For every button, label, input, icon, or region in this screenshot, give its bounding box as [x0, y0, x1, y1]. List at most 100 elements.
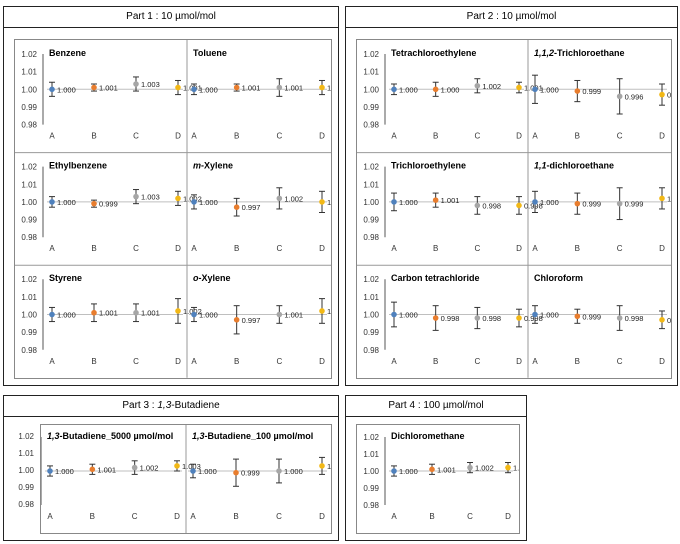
panel-title: 1,3-Butadiene_5000 µmol/mol	[47, 431, 173, 441]
category-label: D	[516, 357, 522, 366]
data-label: 0.999	[99, 200, 118, 209]
chart-panel: Toluene 1.000 A 1.001 B 1.001 C 1.001 D	[186, 40, 346, 153]
category-label: D	[319, 357, 325, 366]
data-point	[276, 311, 283, 318]
category-label: D	[659, 132, 665, 141]
category-label: D	[174, 512, 180, 521]
data-label: 1.002	[667, 194, 671, 203]
data-point	[319, 308, 325, 314]
panel-title-italic: o	[193, 273, 199, 283]
y-tick-label: 1.02	[18, 432, 34, 441]
part-3-y-axis: 1.02 1.01 1.00 0.99 0.98	[18, 432, 34, 509]
data-label: 1.000	[199, 311, 218, 320]
data-label: 1.001	[441, 196, 460, 205]
chart-panel: Chloroform 1.000 A 0.999 B 0.998 C 0.997 D	[527, 264, 680, 378]
data-point	[474, 315, 481, 321]
panel-title-text: -dichloroethane	[547, 161, 615, 171]
panel-title-italic: 1,3	[47, 431, 60, 441]
chart-panel: 1,1-dichloroethane 1.000 A 0.999 B 0.999 C 1.00…	[527, 152, 680, 266]
data-point	[616, 200, 623, 207]
y-tick-label: 0.98	[21, 121, 37, 130]
data-label: 0.999	[582, 87, 601, 96]
data-label: 0.998	[482, 314, 501, 323]
panel-title: Trichloroethylene	[391, 161, 466, 171]
y-tick-label: 1.01	[21, 293, 37, 302]
data-point	[474, 202, 481, 209]
category-label: D	[175, 132, 181, 141]
y-tick-label: 1.01	[21, 68, 37, 77]
data-label: 0.998	[625, 314, 644, 323]
data-label: 1.001	[141, 309, 160, 318]
category-label: A	[49, 357, 55, 366]
y-tick-label: 0.98	[363, 346, 379, 355]
data-label: 1.002	[284, 194, 303, 203]
category-label: C	[276, 512, 282, 521]
data-label: 1.003	[141, 80, 160, 89]
category-label: A	[191, 132, 197, 141]
data-label: 0.998	[524, 201, 543, 210]
category-label: B	[575, 132, 580, 141]
chart-panel: 1,3-Butadiene_100 µmol/mol 1.000 A 0.999 B 1.…	[185, 425, 346, 533]
data-label: 1.002	[327, 307, 331, 316]
data-label: 1.000	[57, 311, 76, 320]
data-label: 1.001	[284, 84, 303, 93]
data-label: 1.001	[437, 465, 456, 474]
y-tick-label: 0.99	[18, 483, 34, 492]
category-label: A	[391, 512, 397, 521]
data-point	[467, 464, 473, 471]
data-point	[574, 200, 581, 207]
data-label: 1.001	[242, 84, 261, 93]
category-label: C	[276, 132, 282, 141]
panel-title-text: -Xylene	[199, 273, 231, 283]
data-label: 1.001	[99, 84, 118, 93]
panel-title: Dichloromethane	[391, 431, 465, 441]
data-point	[574, 313, 581, 320]
data-point	[233, 204, 240, 210]
category-label: C	[133, 244, 139, 253]
y-tick-label: 1.01	[18, 449, 34, 458]
chart-panel: 1.02 1.01 1.00 0.99 0.98 Ethylbenzene 1.000 A 0.…	[15, 152, 202, 253]
data-label: 1.000	[198, 467, 217, 476]
category-label: B	[91, 357, 96, 366]
data-point	[391, 199, 397, 205]
y-tick-label: 0.98	[21, 233, 37, 242]
data-point	[175, 84, 181, 91]
y-tick-label: 1.00	[363, 311, 379, 320]
chart-panel: 1.02 1.01 1.00 0.99 0.98 Trichloroethylene 1.0…	[357, 152, 543, 253]
category-label: B	[90, 512, 95, 521]
category-label: D	[516, 244, 522, 253]
data-label: 1.002	[482, 82, 501, 91]
panel-grid: 1.021.011.000.990.981,3-Butadiene_5000 µ…	[17, 424, 346, 534]
panel-title-text: Dichloromethane	[391, 431, 465, 441]
data-label: 0.997	[667, 91, 671, 100]
category-label: C	[617, 244, 623, 253]
y-tick-label: 0.99	[363, 484, 379, 493]
panel-grid: 1.02 1.01 1.00 0.99 0.98 Tetrachloroethylene 1…	[356, 39, 680, 379]
y-tick-label: 1.00	[21, 85, 37, 94]
data-point	[91, 84, 97, 91]
data-point	[276, 195, 283, 202]
data-point	[47, 468, 53, 474]
y-tick-label: 0.99	[21, 103, 37, 112]
category-label: D	[659, 357, 665, 366]
data-point	[133, 193, 139, 200]
data-point	[49, 311, 55, 318]
data-point	[516, 315, 522, 321]
chart-panel: 1.02 1.01 1.00 0.99 0.98 Tetrachloroethylene 1…	[363, 48, 542, 141]
panel-title: Styrene	[49, 273, 82, 283]
category-label: A	[191, 244, 197, 253]
category-label: D	[319, 132, 325, 141]
panel-title-text: Chloroform	[534, 273, 583, 283]
panel-grid: 1.02 1.01 1.00 0.99 0.98 Dichloromethane 1.000…	[356, 424, 532, 534]
data-point	[659, 316, 665, 323]
panel-title-italic: 1,1	[534, 161, 547, 171]
y-tick-label: 0.99	[363, 328, 379, 337]
panel-title-text: Carbon tetrachloride	[391, 273, 480, 283]
panel-title-text: Styrene	[49, 273, 82, 283]
data-point	[391, 86, 397, 93]
data-point	[276, 84, 283, 91]
data-point	[91, 309, 97, 316]
data-point	[319, 84, 325, 91]
data-label: 1.000	[399, 467, 418, 476]
data-point	[516, 202, 522, 209]
